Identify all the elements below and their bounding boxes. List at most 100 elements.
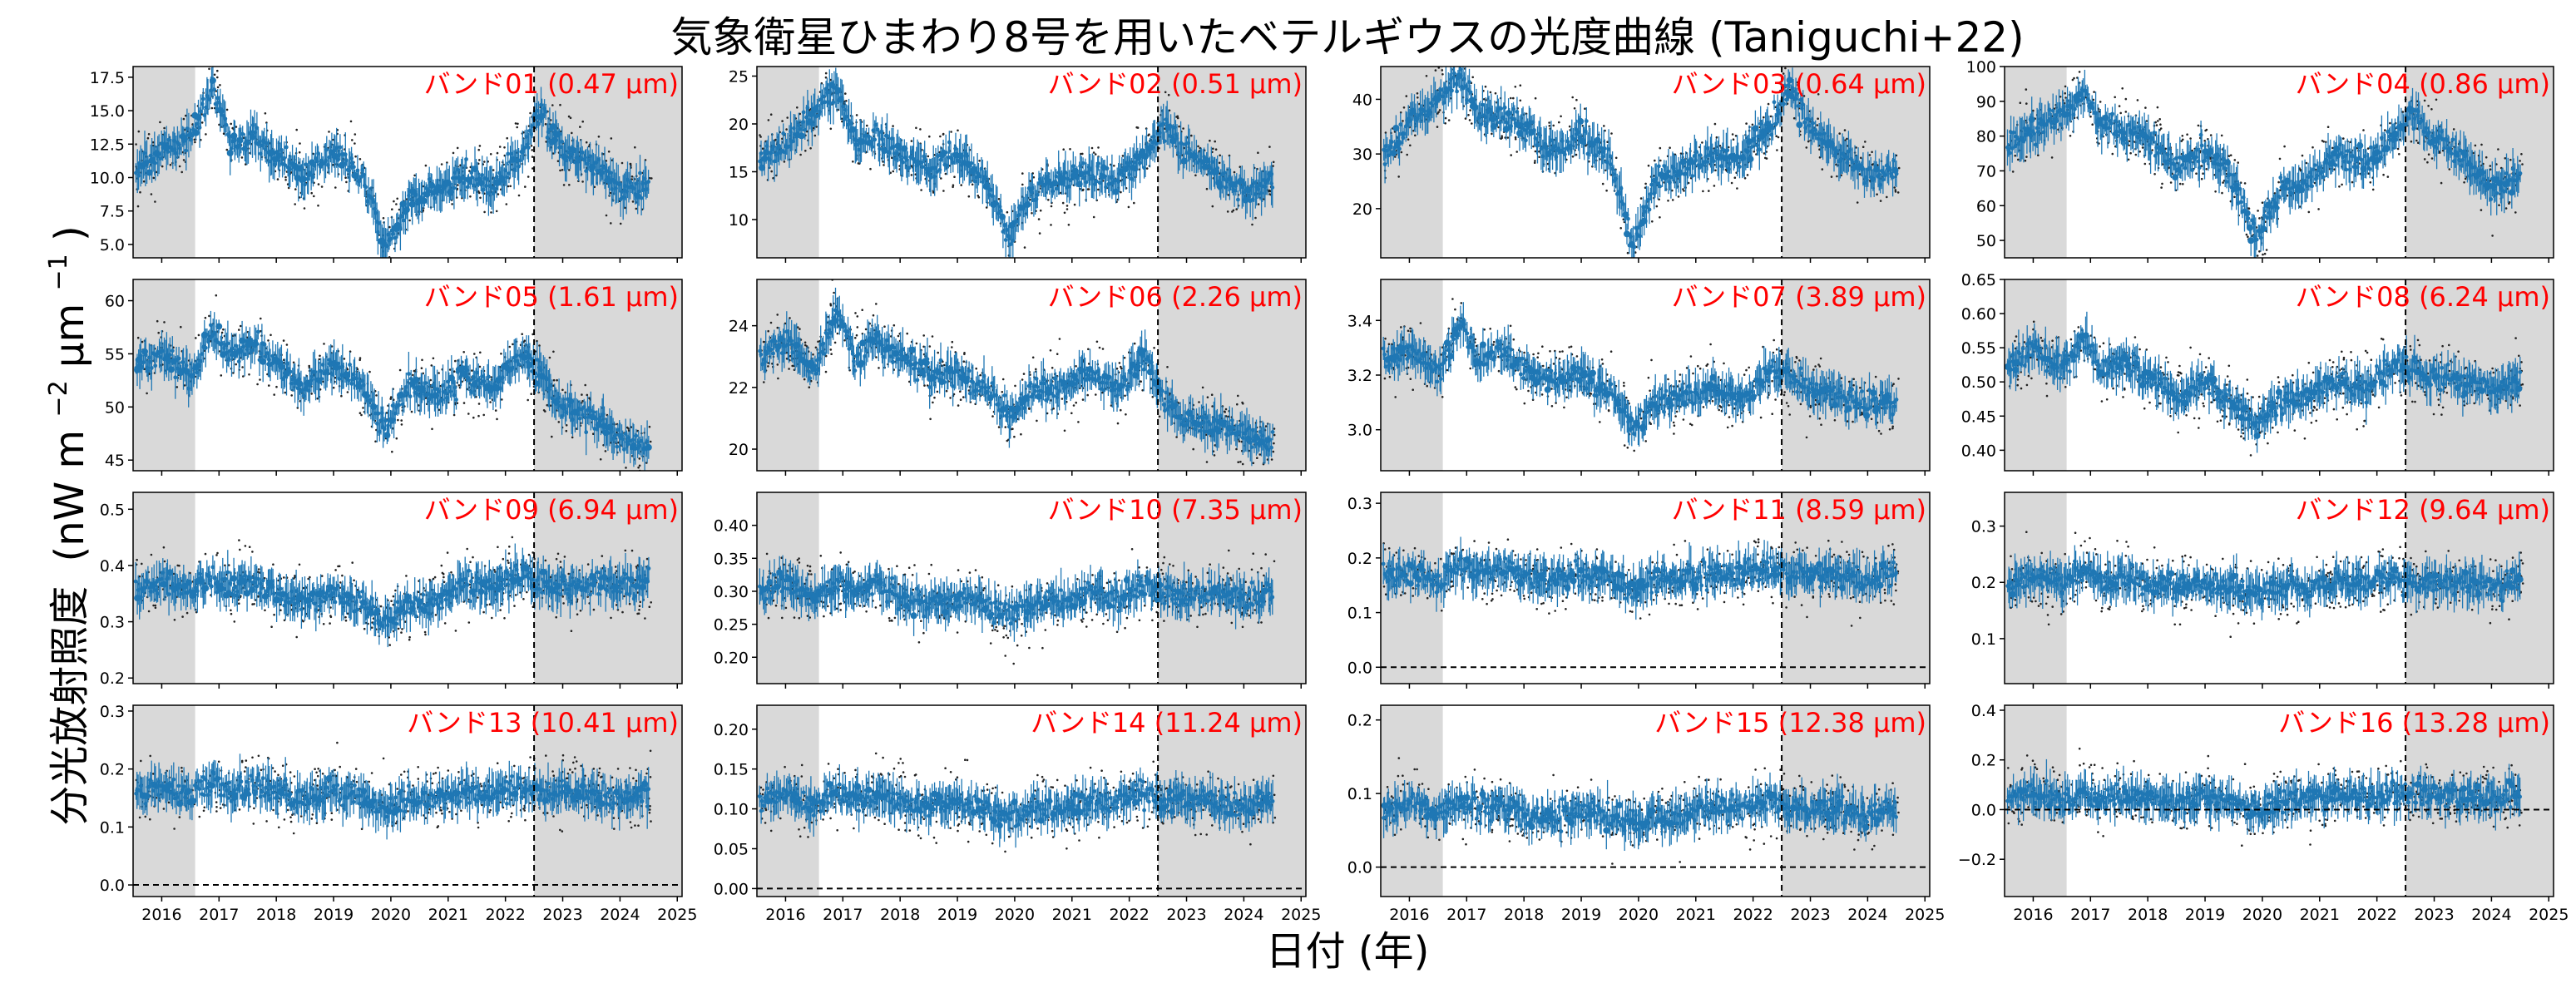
data-point	[1116, 180, 1121, 185]
data-point	[1437, 91, 1442, 96]
scatter-point	[531, 149, 533, 151]
data-point	[390, 232, 395, 236]
scatter-point	[1092, 215, 1095, 219]
data-point	[771, 144, 776, 149]
data-point	[823, 100, 828, 105]
data-point	[781, 131, 786, 136]
data-point	[1520, 122, 1525, 127]
scatter-point	[299, 142, 301, 145]
scatter-point	[469, 195, 472, 198]
scatter-point	[2178, 182, 2182, 185]
scatter-point	[2161, 182, 2163, 185]
data-point	[951, 160, 956, 165]
x-axis-label: 日付 (年)	[1266, 928, 1430, 975]
data-point	[428, 189, 433, 194]
scatter-point	[2209, 134, 2213, 136]
data-point	[402, 218, 406, 223]
scatter-point	[479, 196, 482, 200]
data-point	[1030, 185, 1035, 190]
data-point	[869, 141, 873, 146]
scatter-point	[1409, 144, 1412, 147]
data-point	[1158, 131, 1162, 136]
scatter-point	[809, 147, 812, 150]
scatter-point	[781, 120, 784, 122]
data-point	[535, 108, 540, 113]
data-point	[1626, 216, 1630, 221]
data-point	[278, 152, 283, 157]
scatter-point	[225, 108, 229, 111]
scatter-point	[957, 129, 959, 132]
data-point	[1441, 101, 1446, 105]
scatter-point	[483, 161, 486, 163]
data-point	[623, 184, 628, 189]
data-point	[605, 169, 609, 174]
data-point	[988, 187, 993, 192]
data-point	[1800, 106, 1804, 111]
data-point	[1253, 192, 1258, 196]
scatter-point	[163, 126, 166, 130]
data-point	[405, 207, 410, 212]
data-point	[1717, 156, 1721, 161]
scatter-point	[2191, 149, 2193, 152]
scatter-point	[1257, 151, 1259, 154]
data-point	[870, 145, 875, 150]
data-point	[1259, 190, 1263, 195]
data-point	[389, 228, 394, 233]
scatter-point	[799, 153, 802, 156]
scatter-point	[824, 76, 828, 79]
data-point	[338, 145, 343, 150]
scatter-point	[2508, 201, 2511, 204]
data-point	[1255, 187, 1260, 191]
data-point	[255, 126, 260, 131]
data-point	[462, 180, 467, 185]
scatter-point	[561, 169, 564, 171]
data-point	[1499, 106, 1504, 111]
data-point	[1733, 158, 1737, 163]
data-point	[1705, 146, 1710, 151]
data-point	[621, 195, 625, 200]
data-point	[239, 138, 244, 143]
data-point	[566, 150, 571, 155]
scatter-point	[1644, 182, 1647, 185]
data-point	[1112, 188, 1120, 195]
data-point	[880, 137, 884, 141]
data-point	[1078, 164, 1083, 169]
data-point	[1169, 137, 1177, 145]
scatter-point	[1501, 135, 1503, 137]
scatter-point	[2025, 88, 2028, 91]
data-point	[1622, 211, 1629, 219]
data-point	[1793, 96, 1798, 101]
scatter-point	[1622, 218, 1625, 221]
data-point	[1693, 158, 1698, 163]
scatter-point	[2472, 151, 2475, 155]
panel-label: バンド03 (0.64 μm)	[1672, 68, 1926, 100]
scatter-point	[761, 147, 764, 150]
data-point	[517, 164, 521, 169]
scatter-point	[1471, 76, 1474, 79]
data-point	[305, 176, 310, 181]
data-point	[371, 200, 376, 205]
scatter-point	[928, 135, 931, 138]
data-point	[388, 236, 393, 241]
scatter-point	[915, 126, 917, 130]
data-point	[1438, 87, 1443, 92]
data-point	[279, 147, 284, 152]
scatter-point	[1846, 137, 1848, 141]
data-point	[1668, 180, 1672, 185]
data-point	[1096, 161, 1101, 166]
data-point	[1130, 176, 1134, 181]
scatter-point	[630, 175, 634, 178]
scatter-point	[2098, 111, 2101, 113]
scatter-point	[1727, 146, 1730, 149]
data-point	[1845, 161, 1850, 166]
scatter-point	[2205, 128, 2208, 131]
plot-area	[2005, 69, 2524, 258]
data-point	[481, 187, 486, 192]
data-point	[217, 100, 221, 105]
data-point	[1883, 173, 1888, 178]
scatter-point	[2189, 137, 2192, 140]
data-point	[1599, 146, 1604, 151]
data-point	[1075, 176, 1080, 181]
scatter-point	[1821, 168, 1824, 170]
scatter-point	[2205, 168, 2208, 170]
